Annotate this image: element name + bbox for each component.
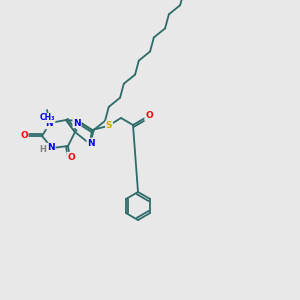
Text: O: O xyxy=(20,131,28,140)
Text: CH₃: CH₃ xyxy=(39,113,55,122)
Text: N: N xyxy=(45,119,53,128)
Text: N: N xyxy=(73,118,81,127)
Text: O: O xyxy=(67,152,75,161)
Text: N: N xyxy=(87,139,95,148)
Text: N: N xyxy=(47,143,55,152)
Text: H: H xyxy=(40,145,46,154)
Text: S: S xyxy=(106,122,112,130)
Text: O: O xyxy=(145,112,153,121)
